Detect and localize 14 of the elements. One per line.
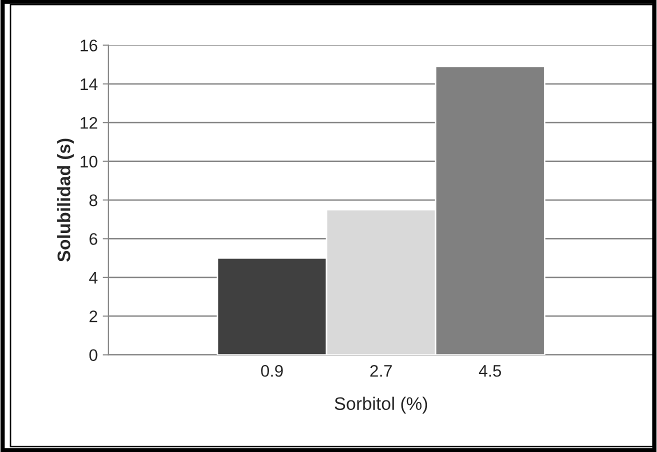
y-tick-label: 0: [89, 349, 98, 362]
x-tick-label: 2.7: [370, 364, 392, 377]
y-tick-label: 8: [89, 194, 98, 206]
y-axis-title: Solubilidad (s): [57, 138, 74, 262]
x-tick-label: 0.9: [261, 364, 283, 377]
x-tick-label: 4.5: [478, 365, 502, 377]
y-tick-label: 4: [89, 272, 98, 284]
y-tick-label: 10: [80, 156, 98, 168]
y-tick-label: 14: [80, 78, 98, 90]
x-axis-title: Sorbitol (%): [334, 396, 428, 414]
y-tick-label: 16: [80, 40, 98, 52]
y-tick-label: 6: [90, 233, 98, 245]
y-tick-label: 12: [80, 117, 98, 129]
y-tick-label: 2: [90, 310, 98, 322]
